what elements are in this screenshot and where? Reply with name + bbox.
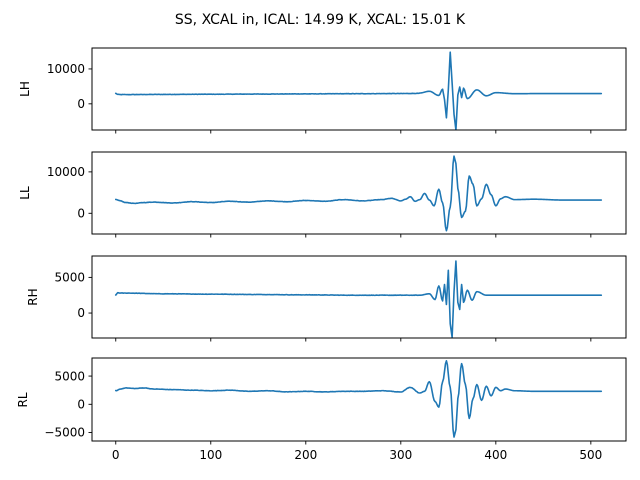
figure-title: SS, XCAL in, ICAL: 14.99 K, XCAL: 15.01 …: [175, 12, 466, 28]
subplot-rh-frame: [91, 255, 627, 339]
y-tick-label-rl-0: −5000: [44, 426, 85, 440]
y-tick-label-lh-0: 0: [77, 97, 85, 111]
subplot-ll: LL 0 10000: [18, 151, 627, 238]
subplot-rl-border: [91, 357, 627, 442]
y-tick-label-lh-1: 10000: [47, 62, 85, 76]
y-tick-label-rl-2: 5000: [54, 369, 85, 383]
subplot-rh-border: [91, 255, 627, 339]
subplot-ll-frame: [91, 151, 627, 235]
series-line-ll: [114, 155, 603, 232]
series-line-rh: [114, 260, 603, 338]
y-tick-label-ll-1: 10000: [47, 165, 85, 179]
x-tick-label-200: 200: [294, 448, 317, 462]
subplot-rh: RH 0 5000: [26, 255, 627, 342]
subplot-ll-ylabel: LL: [18, 186, 32, 200]
series-line-rl: [114, 360, 603, 438]
subplot-rl-frame: [91, 357, 627, 442]
subplot-rh-ylabel: RH: [26, 288, 40, 305]
subplot-lh-frame: [91, 47, 627, 131]
x-tick-label-300: 300: [389, 448, 412, 462]
subplot-lh-border: [91, 47, 627, 131]
x-tick-label-400: 400: [484, 448, 507, 462]
subplot-lh: LH 0 10000: [18, 47, 627, 134]
x-tick-label-0: 0: [112, 448, 120, 462]
subplot-rl: RL 0 100 200 300 400 500 −5000 0 5000: [16, 357, 627, 462]
y-tick-label-rh-0: 0: [77, 306, 85, 320]
subplot-ll-border: [91, 151, 627, 235]
series-line-lh: [114, 51, 603, 130]
y-tick-label-rl-1: 0: [77, 397, 85, 411]
x-tick-label-500: 500: [579, 448, 602, 462]
subplot-lh-ylabel: LH: [18, 81, 32, 97]
y-tick-label-ll-0: 0: [77, 206, 85, 220]
subplot-rl-ylabel: RL: [16, 392, 30, 407]
y-tick-label-rh-1: 5000: [54, 271, 85, 285]
x-tick-label-100: 100: [199, 448, 222, 462]
